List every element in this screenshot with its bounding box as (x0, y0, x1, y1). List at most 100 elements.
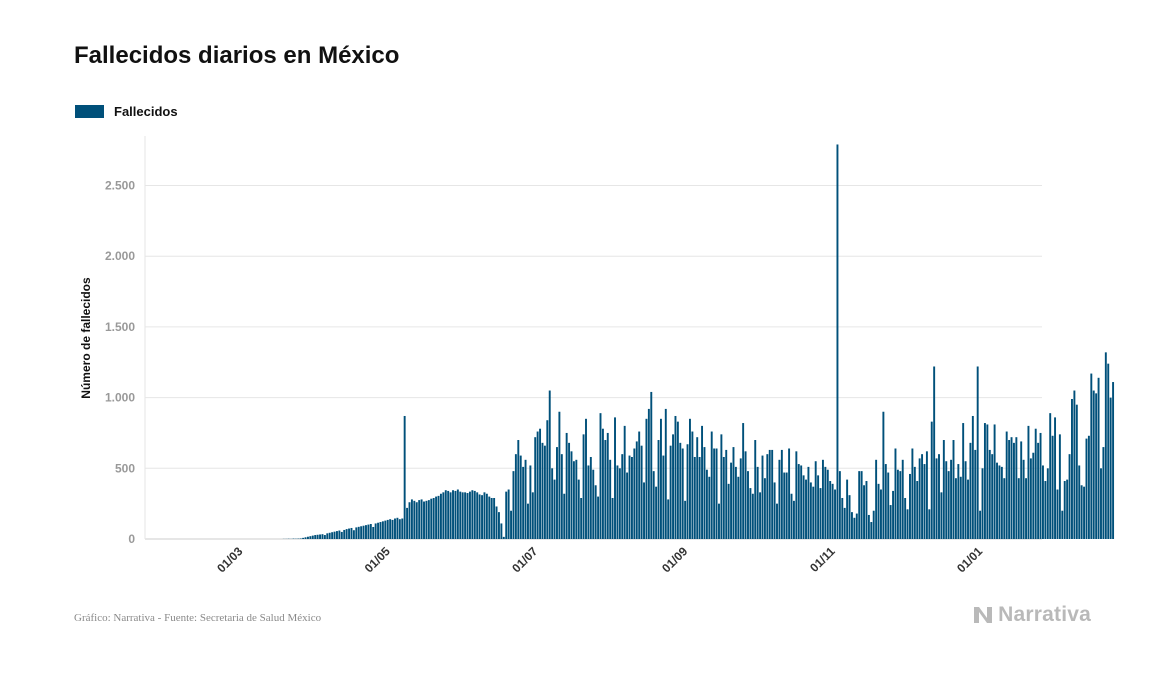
bar (539, 428, 542, 539)
bar (710, 431, 713, 539)
bar (761, 455, 764, 539)
narrativa-logo-icon (974, 607, 993, 623)
bar (568, 442, 571, 539)
bar (534, 437, 537, 539)
bar (812, 486, 815, 539)
bar (640, 445, 643, 539)
bar (427, 500, 430, 539)
bar (478, 494, 481, 539)
bar (802, 475, 805, 539)
bar (541, 442, 544, 539)
bar (923, 464, 926, 539)
bar (669, 445, 672, 539)
bar (805, 479, 807, 539)
bar (357, 526, 360, 539)
bar (369, 524, 372, 539)
bar (860, 471, 863, 539)
bar (1061, 510, 1064, 539)
bar (1071, 399, 1073, 539)
bar (553, 479, 556, 539)
bar (954, 478, 957, 539)
bar (701, 425, 704, 539)
bar (1017, 478, 1020, 539)
bar (1032, 452, 1035, 539)
bar (655, 486, 658, 539)
bar (618, 468, 621, 539)
bar (896, 469, 899, 539)
bar (314, 535, 317, 539)
bar (565, 432, 568, 539)
bar (1085, 438, 1088, 539)
bar (635, 441, 638, 539)
bar (396, 517, 399, 539)
bar (703, 447, 706, 539)
x-tick-label: 01/05 (362, 544, 393, 575)
x-tick-label: 01/11 (807, 544, 838, 575)
bar (336, 531, 338, 539)
bar (872, 510, 875, 539)
bar (1054, 417, 1057, 539)
bar (519, 455, 522, 539)
bar (614, 417, 616, 539)
bar (500, 523, 503, 539)
bar (979, 510, 982, 539)
bar (1083, 486, 1086, 539)
bar (527, 503, 529, 539)
bar (826, 469, 829, 539)
bar (771, 449, 774, 539)
bar (969, 442, 972, 539)
bar (461, 492, 464, 539)
bar (616, 465, 619, 539)
bar (647, 408, 650, 539)
bar (1015, 437, 1018, 539)
brand-name: Narrativa (998, 603, 1091, 626)
bar (795, 451, 798, 539)
bar (1051, 435, 1054, 539)
bar (423, 501, 425, 539)
bar (306, 536, 309, 539)
bar (942, 440, 945, 539)
bar (892, 490, 895, 539)
bar (498, 512, 500, 539)
bar (459, 491, 462, 539)
bar (1012, 442, 1015, 539)
bar (776, 503, 778, 539)
bar (730, 462, 733, 539)
legend: Fallecidos (75, 104, 178, 119)
bar (783, 472, 786, 539)
bar (326, 533, 329, 539)
bar (698, 456, 701, 539)
bar (1109, 397, 1112, 539)
bar (529, 465, 532, 539)
bar (572, 461, 575, 539)
bar (739, 458, 742, 539)
bar (906, 509, 909, 539)
bar (333, 531, 336, 539)
bar (536, 431, 539, 539)
bar (831, 483, 834, 539)
bar (471, 490, 474, 539)
bar (485, 493, 488, 539)
bar (524, 459, 527, 539)
bar (319, 534, 321, 539)
bar (488, 496, 491, 539)
bar (829, 481, 832, 539)
bar (930, 421, 933, 539)
bar (331, 532, 334, 539)
x-tick-label: 01/03 (214, 544, 245, 575)
bar (850, 512, 853, 539)
bar (727, 483, 730, 539)
bar (309, 536, 312, 539)
bar (904, 497, 907, 539)
bar (1022, 459, 1025, 539)
bar (1046, 468, 1049, 539)
bar (686, 444, 689, 539)
bar (299, 538, 302, 539)
bar (1037, 442, 1040, 539)
bar (971, 415, 974, 539)
bar (817, 475, 820, 539)
y-tick-label: 2.500 (105, 178, 135, 192)
bar (1056, 489, 1059, 539)
bar (800, 465, 803, 539)
